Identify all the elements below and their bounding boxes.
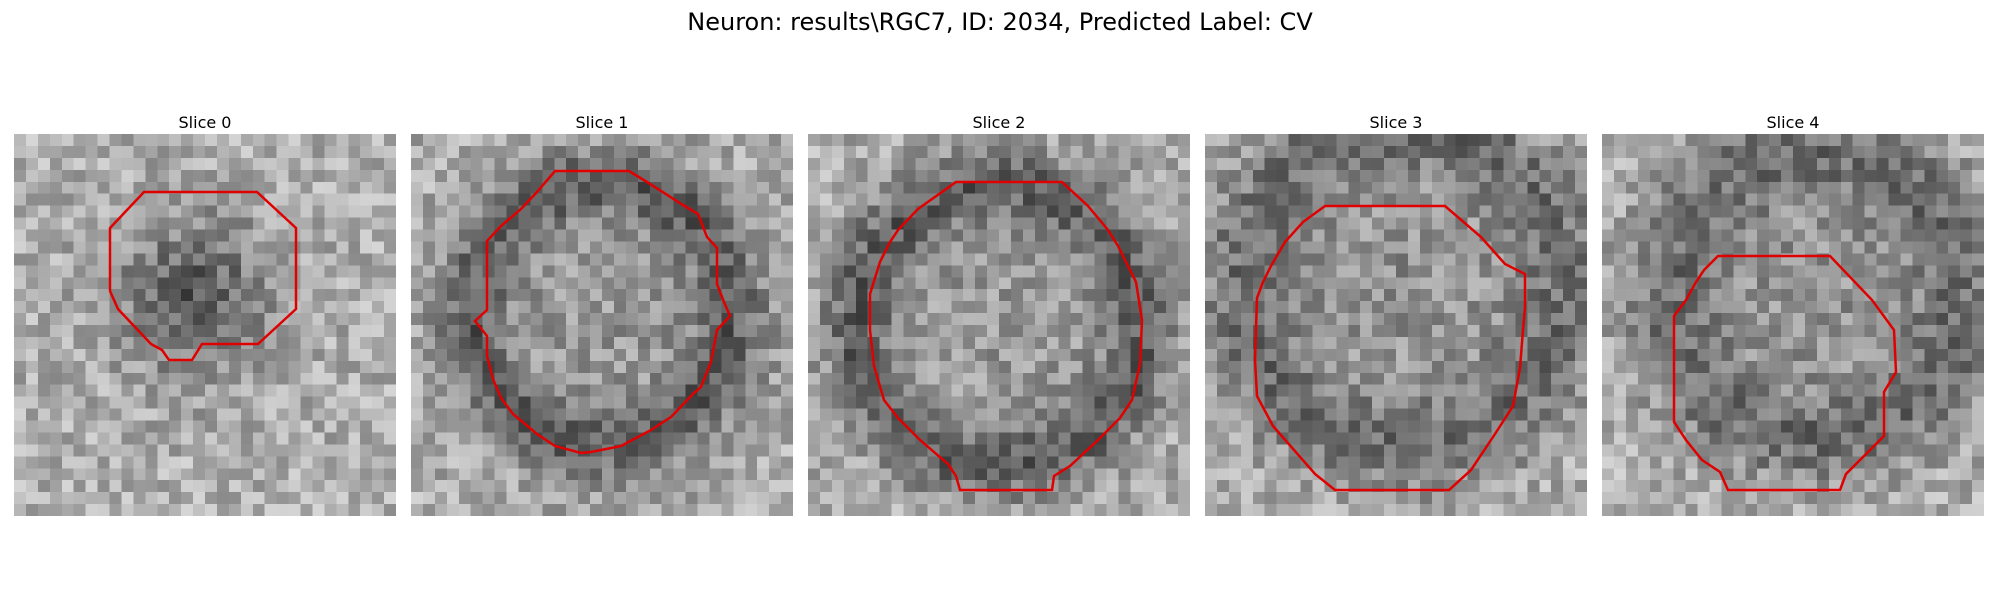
slice-title: Slice 1	[575, 113, 629, 132]
slice-title: Slice 2	[972, 113, 1026, 132]
slice-panel-4: Slice 4	[1602, 112, 1984, 516]
roi-contour	[868, 180, 1144, 492]
slice-image	[411, 134, 793, 516]
slice-image	[808, 134, 1190, 516]
grayscale-microscopy-image	[808, 134, 1190, 516]
slice-panel-0: Slice 0	[14, 112, 396, 516]
slice-panel-3: Slice 3	[1205, 112, 1587, 516]
slice-image	[1602, 134, 1984, 516]
slice-image	[1205, 134, 1587, 516]
figure-title: Neuron: results\RGC7, ID: 2034, Predicte…	[687, 8, 1313, 36]
grayscale-microscopy-image	[14, 134, 396, 516]
slice-title: Slice 4	[1766, 113, 1820, 132]
roi-contour	[473, 169, 732, 455]
roi-contour	[1253, 204, 1527, 492]
roi-contour-overlay	[473, 169, 732, 455]
slice-title: Slice 3	[1369, 113, 1423, 132]
slice-panel-1: Slice 1	[411, 112, 793, 516]
roi-contour-overlay	[108, 190, 298, 362]
roi-contour-overlay	[1672, 254, 1898, 492]
grayscale-microscopy-image	[1602, 134, 1984, 516]
slice-title: Slice 0	[178, 113, 232, 132]
roi-contour-overlay	[1253, 204, 1527, 492]
slice-panel-2: Slice 2	[808, 112, 1190, 516]
roi-contour	[108, 190, 298, 362]
roi-contour	[1672, 254, 1898, 492]
slice-image	[14, 134, 396, 516]
roi-contour-overlay	[868, 180, 1144, 492]
grayscale-microscopy-image	[411, 134, 793, 516]
